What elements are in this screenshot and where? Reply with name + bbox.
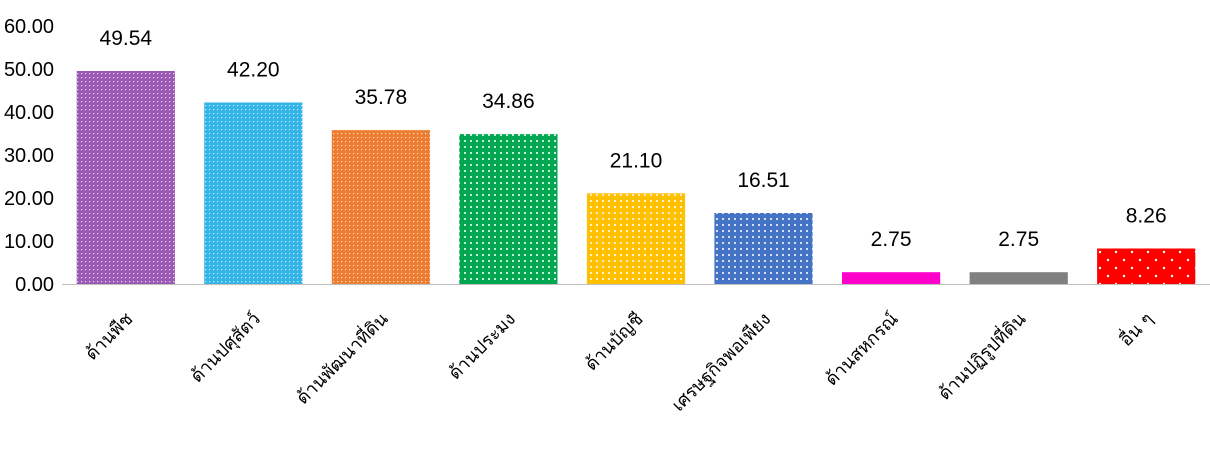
category-label: ด้านพืช xyxy=(81,309,137,365)
data-label: 8.26 xyxy=(1126,205,1167,228)
data-label: 16.51 xyxy=(737,169,790,192)
y-tick-label: 10.00 xyxy=(4,231,54,253)
y-tick-label: 50.00 xyxy=(4,59,54,81)
bar xyxy=(714,213,813,284)
category-label: ด้านบัญชี xyxy=(581,309,648,376)
category-label: ด้านประมง xyxy=(445,309,520,384)
bar xyxy=(204,102,303,284)
bars xyxy=(76,71,1196,284)
data-label: 2.75 xyxy=(871,228,912,251)
data-label: 21.10 xyxy=(610,149,663,172)
bar xyxy=(1097,248,1196,284)
bar xyxy=(331,130,430,284)
category-label: เศรษฐกิจพอเพียง xyxy=(668,309,775,416)
bar xyxy=(76,71,175,284)
bar xyxy=(586,193,686,284)
bar xyxy=(969,272,1068,284)
data-label: 42.20 xyxy=(227,59,280,82)
y-tick-label: 0.00 xyxy=(15,274,54,296)
data-label: 34.86 xyxy=(482,90,535,113)
bar xyxy=(842,272,941,284)
category-label: ด้านพัฒนาที่ดิน xyxy=(290,307,392,409)
y-axis: 0.00 10.00 20.00 30.00 40.00 50.00 60.00 xyxy=(4,16,54,296)
y-tick-label: 40.00 xyxy=(4,102,54,124)
data-label: 2.75 xyxy=(998,228,1039,251)
category-label: อื่น ๆ xyxy=(1114,307,1158,351)
category-label: ด้านปศุสัตว์ xyxy=(187,309,265,387)
y-tick-label: 30.00 xyxy=(4,145,54,167)
data-label: 49.54 xyxy=(100,27,153,50)
y-tick-label: 20.00 xyxy=(4,188,54,210)
category-label: ด้านสหกรณ์ xyxy=(821,309,902,390)
y-tick-label: 60.00 xyxy=(4,16,54,38)
category-label: ด้านปฏิรูปที่ดิน xyxy=(932,307,1030,405)
category-labels: ด้านพืช ด้านปศุสัตว์ ด้านพัฒนาที่ดิน ด้านปร… xyxy=(81,307,1157,416)
bar xyxy=(459,134,558,284)
data-label: 35.78 xyxy=(355,86,408,109)
data-labels: 49.54 42.20 35.78 34.86 21.10 16.51 2.75 2.75 8.… xyxy=(100,27,1167,251)
